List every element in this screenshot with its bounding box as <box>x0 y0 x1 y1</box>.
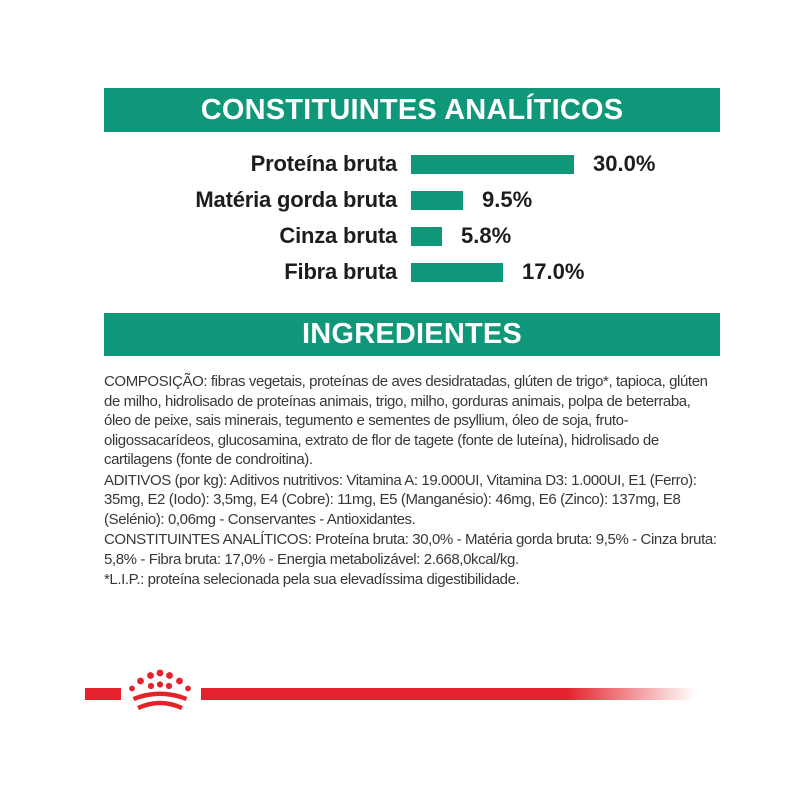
constituent-label: Proteína bruta <box>250 151 398 176</box>
constituent-value: 30.0% <box>593 151 656 176</box>
constituent-value: 17.0% <box>522 259 585 284</box>
ingredients-text-block: COMPOSIÇÃO: fibras vegetais, proteínas d… <box>104 372 720 591</box>
constituent-label: Cinza bruta <box>279 223 397 248</box>
constituent-bar <box>411 190 463 210</box>
ingredients-paragraph: *L.I.P.: proteína selecionada pela sua e… <box>104 571 520 588</box>
section-header-ingredients: INGREDIENTES <box>104 313 720 356</box>
divider-line-left <box>85 688 121 700</box>
ingredients-paragraph: COMPOSIÇÃO: fibras vegetais, proteínas d… <box>104 373 708 468</box>
chart-row: Fibra bruta 17.0% <box>0 254 800 290</box>
constituent-value: 9.5% <box>482 187 533 212</box>
chart-row: Proteína bruta 30.0% <box>0 146 800 182</box>
ingredients-paragraph: CONSTITUINTES ANALÍTICOS: Proteína bruta… <box>104 531 717 568</box>
constituent-bar <box>411 154 574 174</box>
chart-row: Matéria gorda bruta 9.5% <box>0 182 800 218</box>
constituent-bar <box>411 226 442 246</box>
analytical-constituents-chart: Proteína bruta 30.0% Matéria gorda bruta… <box>0 146 800 290</box>
royal-canin-crown-icon <box>129 669 191 711</box>
constituent-value: 5.8% <box>461 223 512 248</box>
divider-line-right <box>201 688 695 700</box>
ingredients-paragraph: ADITIVOS (por kg): Aditivos nutritivos: … <box>104 471 697 528</box>
analytical-constituents-title: CONSTITUINTES ANALÍTICOS <box>200 93 624 126</box>
chart-row: Cinza bruta 5.8% <box>0 218 800 254</box>
constituent-label: Matéria gorda bruta <box>195 187 397 212</box>
constituent-bar <box>411 262 503 282</box>
ingredients-title: INGREDIENTES <box>302 318 522 350</box>
section-header-analytical-constituents: CONSTITUINTES ANALÍTICOS <box>104 88 720 132</box>
constituent-label: Fibra bruta <box>284 259 397 284</box>
